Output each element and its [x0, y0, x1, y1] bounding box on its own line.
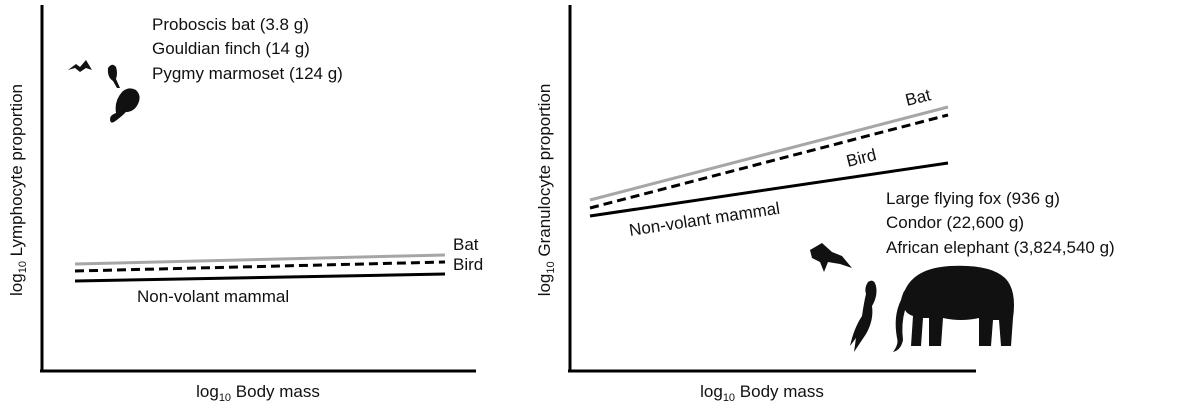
species: Proboscis bat (3.8 g) [152, 15, 309, 34]
finch-icon [108, 65, 120, 88]
x-label: log10 Body mass [700, 382, 824, 404]
flying-fox-icon [810, 243, 852, 272]
mammal-label: Non-volant mammal [628, 199, 781, 240]
species: Pygmy marmoset (124 g) [152, 64, 343, 83]
y-label-sub: 10 [17, 261, 29, 273]
bird-label: Bird [453, 255, 483, 274]
species: African elephant (3,824,540 g) [886, 238, 1115, 257]
x-label-text: Body mass [231, 382, 320, 401]
species: Condor (22,600 g) [886, 213, 1024, 232]
mammal-line [75, 274, 445, 281]
x-label-sub: 10 [219, 392, 231, 404]
x-label: log10 Body mass [196, 382, 320, 404]
x-label-log: log [700, 382, 723, 401]
x-label-sub: 10 [723, 392, 735, 404]
y-label-log: log [535, 274, 554, 297]
y-label-sub: 10 [545, 261, 557, 273]
y-label: log10 Lymphocyte proportion [7, 84, 29, 296]
y-label-log: log [7, 273, 26, 296]
panel-granulocyte: Bat Bird Non-volant mammal Large flying … [535, 5, 1115, 404]
x-label-text: Body mass [735, 382, 824, 401]
elephant-icon [893, 266, 1014, 352]
y-label-text: Lymphocyte proportion [7, 84, 26, 261]
bat-label: Bat [453, 235, 479, 254]
bird-label: Bird [844, 145, 878, 171]
species: Large flying fox (936 g) [886, 189, 1060, 208]
bat-icon [68, 60, 92, 72]
bat-label: Bat [903, 85, 933, 110]
marmoset-icon [110, 88, 140, 122]
condor-icon [850, 281, 877, 352]
panel-lymphocyte: Bat Bird Non-volant mammal Proboscis bat… [7, 5, 483, 404]
y-label: log10 Granulocyte proportion [535, 84, 557, 297]
bat-line [590, 107, 948, 200]
y-label-text: Granulocyte proportion [535, 84, 554, 262]
species: Gouldian finch (14 g) [152, 39, 310, 58]
mammal-label: Non-volant mammal [137, 287, 289, 306]
x-label-log: log [196, 382, 219, 401]
